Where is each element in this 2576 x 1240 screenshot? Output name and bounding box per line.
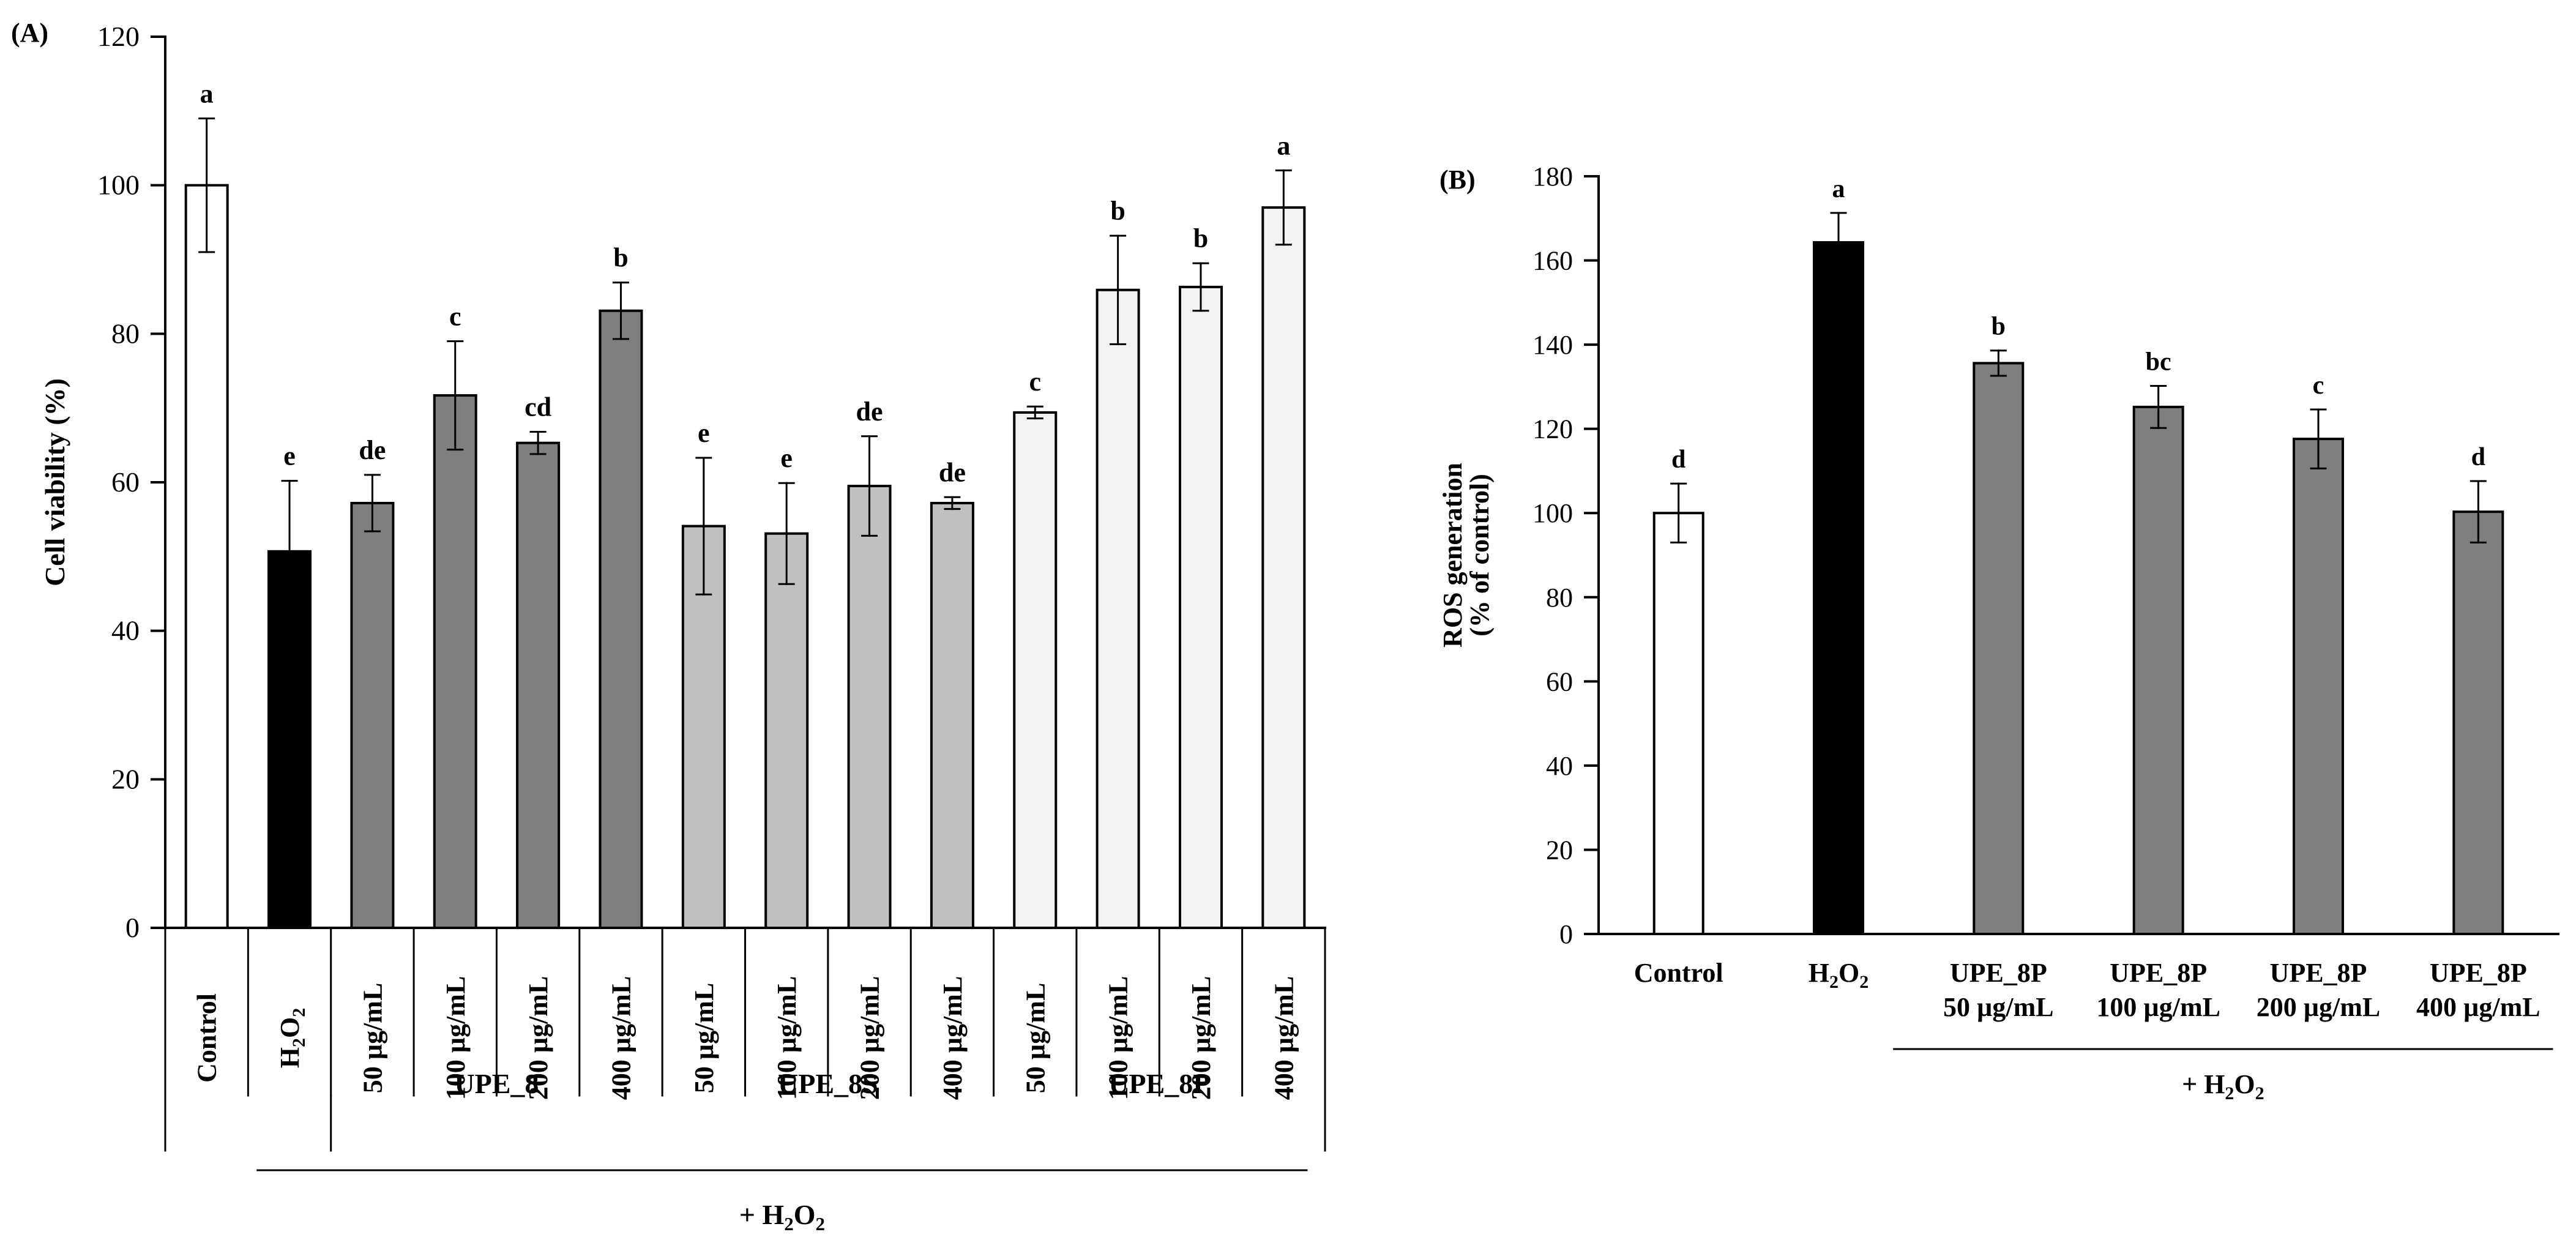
significance-letter: a xyxy=(1832,175,1845,203)
significance-letter: b xyxy=(1992,313,2006,341)
y-axis-label-line: ROS generation xyxy=(1438,463,1468,648)
y-tick-label: 0 xyxy=(1559,919,1573,949)
bar xyxy=(1813,241,1864,936)
x-tick-label: 50 µg/mL xyxy=(1020,983,1050,1094)
x-tick-label: UPE_8P xyxy=(2110,958,2207,988)
x-tick-label: 200 µg/mL xyxy=(2257,992,2381,1022)
bar xyxy=(433,394,477,929)
significance-letter: e xyxy=(698,418,710,448)
significance-letter: de xyxy=(856,397,883,427)
x-tick-label: 400 µg/mL xyxy=(2416,992,2541,1022)
significance-letter: b xyxy=(613,243,628,273)
y-axis-label-line: (% of control) xyxy=(1465,474,1495,637)
x-tick-label: Control xyxy=(192,993,222,1083)
significance-letter: c xyxy=(2313,372,2324,400)
y-tick-label: 100 xyxy=(1533,498,1573,528)
significance-letter: d xyxy=(1671,446,1686,474)
bar xyxy=(1096,288,1140,929)
bar xyxy=(599,309,643,930)
bar xyxy=(2293,438,2344,935)
bar xyxy=(1652,512,1704,935)
x-tick-label: UPE_8P xyxy=(2270,958,2367,988)
x-tick-label: 100 µg/mL xyxy=(1103,976,1133,1100)
significance-letter: b xyxy=(1193,223,1208,253)
treatment-label: + H2​O2​ xyxy=(2182,1069,2264,1104)
group-label: UPE_8 xyxy=(454,1068,539,1099)
panel-label: (A) xyxy=(11,18,48,48)
panel-label: (B) xyxy=(1439,165,1476,195)
significance-letter: b xyxy=(1110,196,1125,226)
significance-letter: de xyxy=(359,435,386,465)
y-tick-label: 100 xyxy=(97,170,140,201)
x-tick-label: 200 µg/mL xyxy=(523,976,553,1100)
x-tick-label: 100 µg/mL xyxy=(2096,992,2220,1022)
bar xyxy=(1261,206,1306,930)
significance-letter: bc xyxy=(2146,348,2171,376)
panel-b-ros-generation-chart: (B) ROS generation(% of control) 0 20 40 60 80… xyxy=(1438,162,2559,1104)
y-tick-label: 40 xyxy=(111,615,140,646)
y-tick-label: 20 xyxy=(111,763,140,794)
panel-a-cell-viability-chart: (A) Cell viability (%) 0 20 40 60 80 100 120 a Con… xyxy=(11,18,1326,1234)
x-tick-label: 50 µg/mL xyxy=(357,983,387,1094)
x-tick-label: 200 µg/mL xyxy=(1186,976,1216,1100)
y-tick-label: 20 xyxy=(1546,835,1573,865)
significance-letter: a xyxy=(200,78,214,108)
y-tick-label: 180 xyxy=(1533,162,1573,192)
y-tick-label: 60 xyxy=(111,466,140,498)
y-tick-label: 80 xyxy=(111,318,140,349)
bar xyxy=(350,501,395,929)
x-tick-label: UPE_8P xyxy=(2430,958,2527,988)
bar xyxy=(930,501,974,929)
bar xyxy=(2132,405,2184,935)
significance-letter: d xyxy=(2471,443,2485,471)
bar xyxy=(1013,411,1058,929)
significance-letter: c xyxy=(449,301,461,331)
y-tick-label: 80 xyxy=(1546,583,1573,613)
x-tick-label: 400 µg/mL xyxy=(1269,976,1299,1100)
x-tick-label: 400 µg/mL xyxy=(606,976,636,1100)
x-tick-label: 50 µg/mL xyxy=(689,983,719,1094)
x-tick-label: 100 µg/mL xyxy=(441,976,471,1100)
x-tick-label: 200 µg/mL xyxy=(855,976,885,1100)
y-tick-label: 140 xyxy=(1533,330,1573,360)
bar xyxy=(184,184,229,930)
y-tick-label: 0 xyxy=(125,912,140,943)
x-tick-label: UPE_8P xyxy=(1950,958,2047,988)
y-tick-label: 120 xyxy=(1533,414,1573,444)
treatment-label: + H2​O2​ xyxy=(739,1199,825,1234)
y-tick-label: 160 xyxy=(1533,246,1573,276)
bar xyxy=(764,532,809,929)
x-tick-label: 50 µg/mL xyxy=(1943,992,2054,1022)
y-tick-label: 40 xyxy=(1546,751,1573,781)
group-label: UPE_8S xyxy=(778,1068,878,1099)
significance-letter: cd xyxy=(525,392,551,422)
x-tick-label: Control xyxy=(1634,958,1723,988)
y-axis-label: Cell viability (%) xyxy=(39,378,70,586)
significance-letter: de xyxy=(939,457,966,487)
bar xyxy=(516,441,561,929)
x-tick-label: H2​O2​ xyxy=(1809,958,1869,992)
bar xyxy=(1178,285,1223,930)
y-tick-label: 60 xyxy=(1546,667,1573,697)
y-tick-label: 120 xyxy=(97,21,140,52)
group-label: UPE_8P xyxy=(1108,1068,1210,1099)
x-tick-label: 100 µg/mL xyxy=(772,976,802,1100)
significance-letter: e xyxy=(780,443,793,473)
significance-letter: e xyxy=(283,441,296,471)
significance-letter: c xyxy=(1029,367,1041,397)
x-tick-label: H2​O2​ xyxy=(275,1008,309,1068)
significance-letter: a xyxy=(1277,130,1290,160)
bar xyxy=(2452,510,2504,935)
bar xyxy=(847,485,892,929)
x-tick-label: 400 µg/mL xyxy=(938,976,968,1100)
bar xyxy=(1973,362,2025,935)
